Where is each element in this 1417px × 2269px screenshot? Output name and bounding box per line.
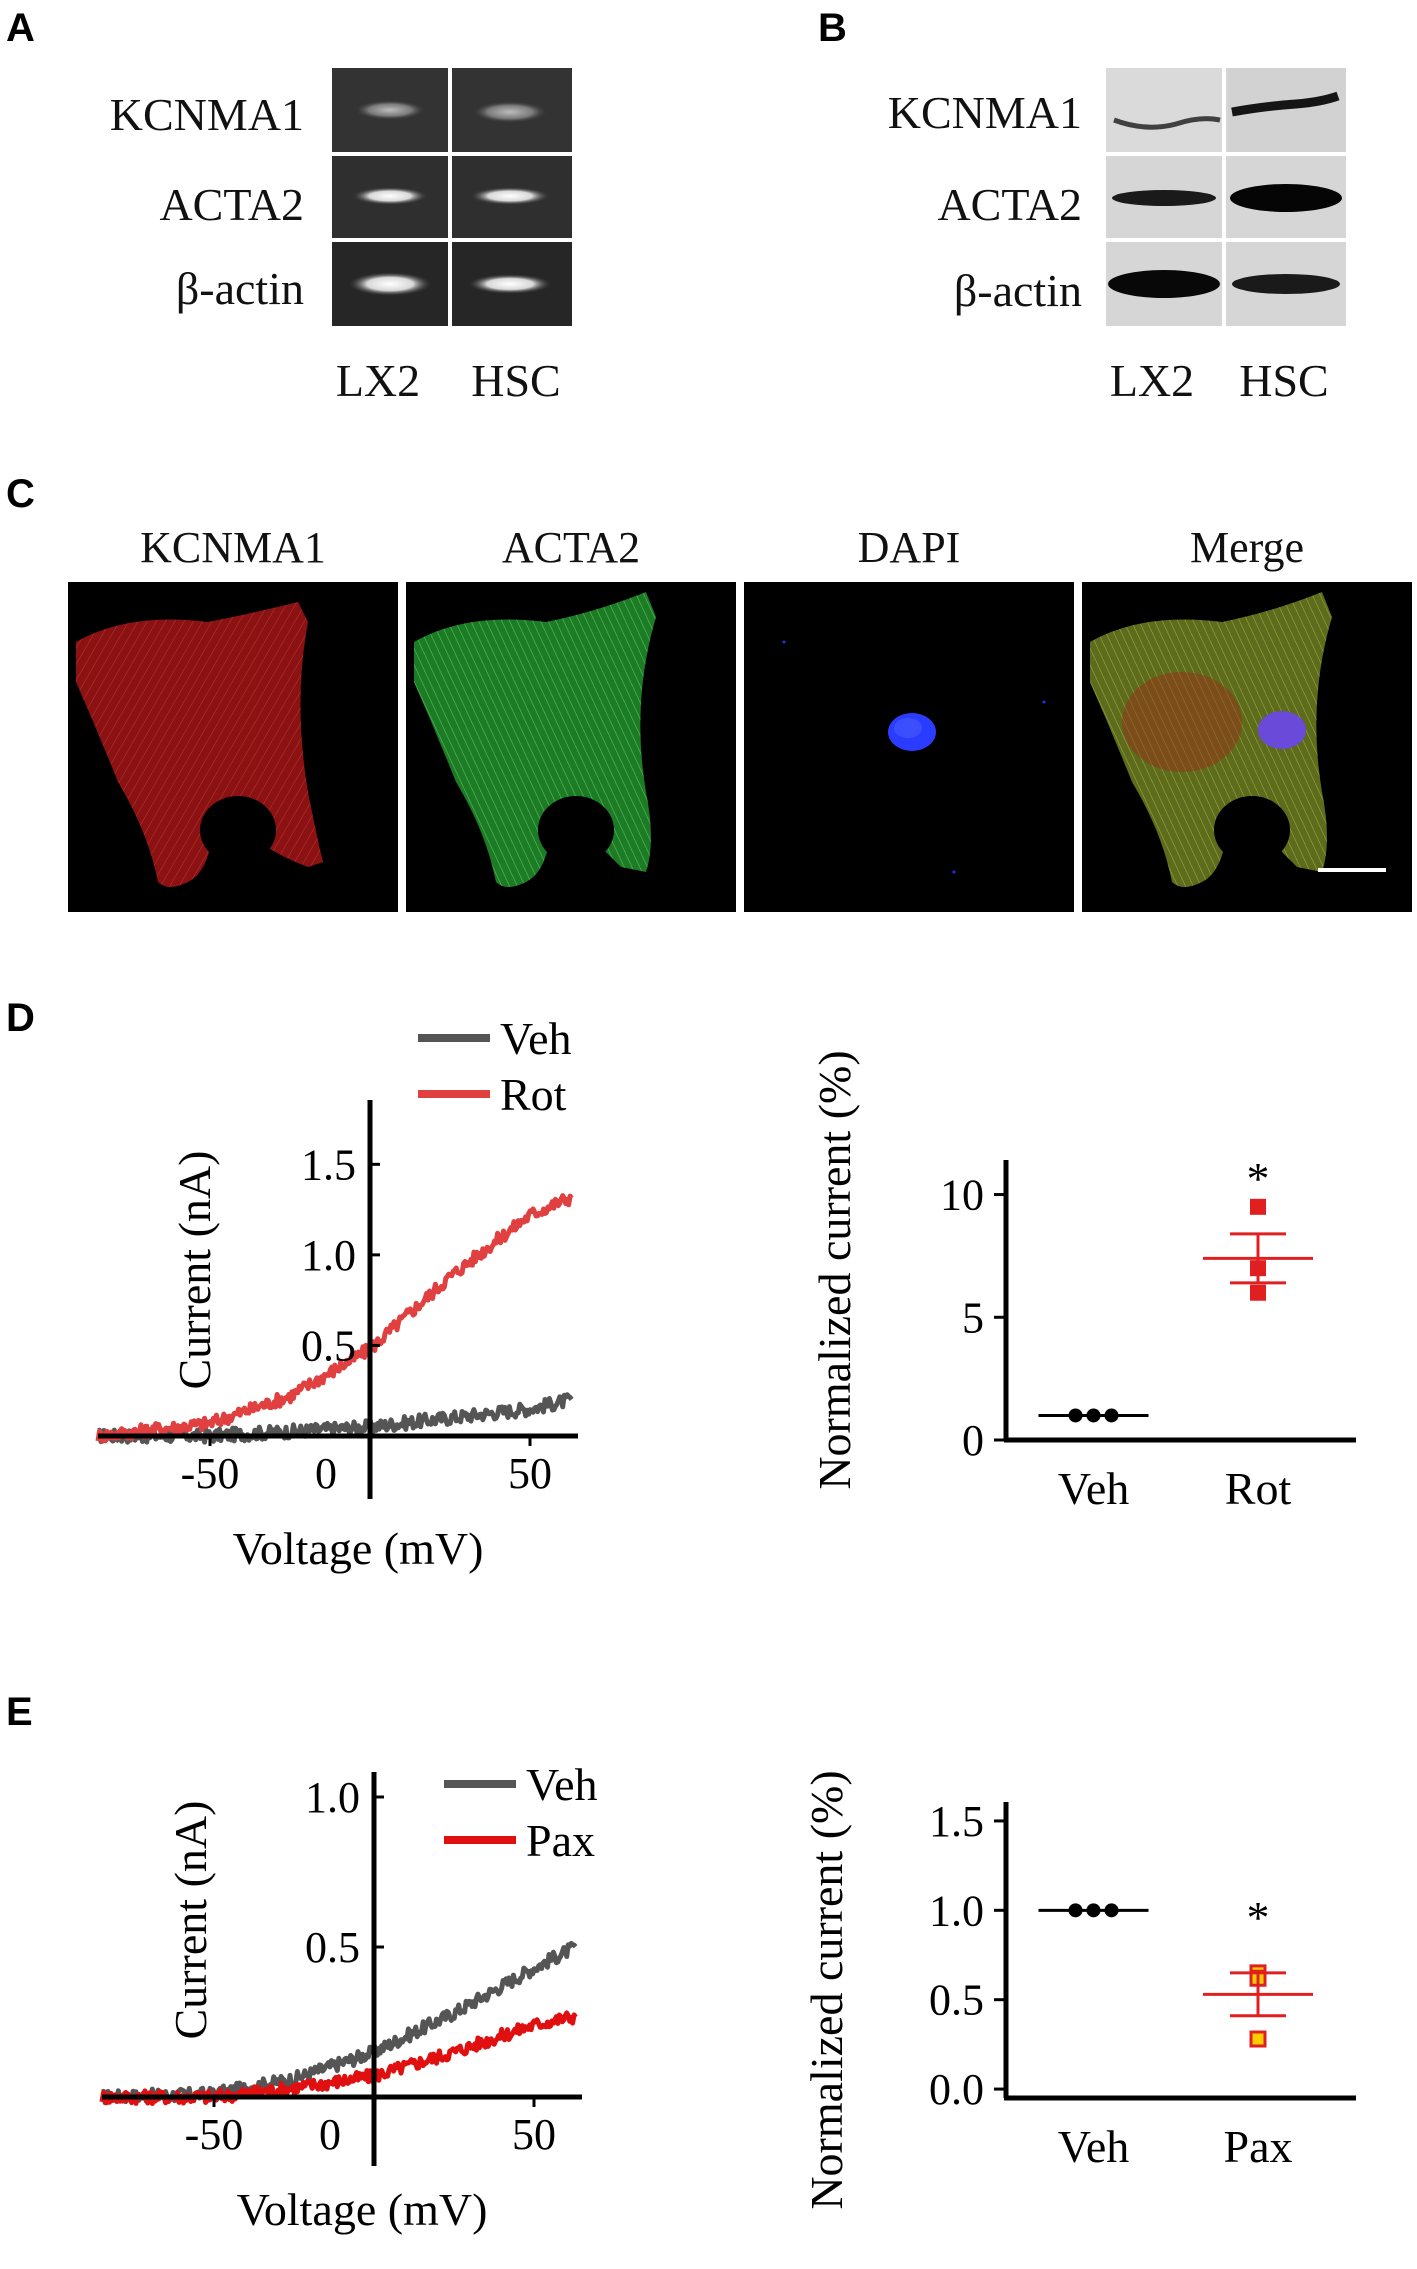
micrograph-kcnma1	[68, 582, 398, 912]
blot-b-row-label-beta-actin: β-actin	[953, 265, 1082, 316]
chart-d-iv-curve: -50 0 50 0.5 1.0 1.5 Voltage (mV) Current (nA) V…	[95, 1013, 578, 1574]
D-right-y-axis-label: Normalized current (%)	[809, 1050, 860, 1489]
D-right-point-rot	[1250, 1198, 1266, 1215]
E-left-x-axis-label: Voltage (mV)	[237, 2184, 488, 2235]
channel-title-merge: Merge	[1189, 523, 1305, 572]
D-left-y-axis-label: Current (nA)	[169, 1151, 220, 1390]
D-right-significance-marker: *	[1247, 1153, 1270, 1204]
blot-b-lane-label-lx2: LX2	[1109, 355, 1195, 406]
E-right-category-label-pax: Pax	[1224, 2121, 1293, 2172]
E-right-y-tick-label: 0.5	[929, 1976, 984, 2025]
panel-letter-a: A	[6, 6, 35, 50]
blot-b-row-label-kcnma1: KCNMA1	[887, 87, 1082, 138]
D-left-x-axis-label: Voltage (mV)	[233, 1523, 484, 1574]
micrograph-acta2	[406, 582, 736, 912]
blot-b-lane-label-hsc: HSC	[1239, 355, 1329, 406]
D-left-x-tick-label: 0	[315, 1449, 337, 1498]
D-right-category-label-veh: Veh	[1058, 1463, 1130, 1514]
E-right-significance-marker: *	[1247, 1892, 1270, 1943]
blot-b-row-label-acta2: ACTA2	[937, 179, 1082, 230]
chart-e-iv-curve: -50 0 50 0.5 1.0 Voltage (mV) Current (nA) VehP…	[99, 1759, 598, 2235]
E-left-legend-label-veh: Veh	[526, 1759, 598, 1810]
channel-title-acta2: ACTA2	[501, 523, 641, 572]
channel-title-dapi: DAPI	[857, 523, 961, 572]
E-left-trace-veh	[101, 1940, 578, 2106]
E-right-point-pax	[1249, 2030, 1267, 2048]
gel-a-lane-label-hsc: HSC	[471, 355, 561, 406]
D-right-y-tick-label: 5	[962, 1293, 984, 1342]
micrograph-merge	[1082, 582, 1412, 912]
E-left-y-axis-label: Current (nA)	[165, 1801, 216, 2040]
E-left-y-tick-label: 1.0	[305, 1773, 360, 1822]
gel-a-row-label-kcnma1: KCNMA1	[109, 89, 304, 140]
E-right-y-axis-label: Normalized current (%)	[801, 1770, 852, 2209]
panel-letter-d: D	[6, 996, 35, 1040]
chart-d-normalized-current: 0 5 10 Normalized current (%) Veh Rot *	[809, 1050, 1356, 1514]
D-left-x-tick-label: -50	[181, 1449, 240, 1498]
D-right-y-tick-label: 0	[962, 1416, 984, 1465]
D-left-x-tick-label: 50	[508, 1449, 552, 1498]
gel-a-row-label-acta2: ACTA2	[159, 179, 304, 230]
panel-letter-c: C	[6, 472, 35, 516]
channel-title-kcnma1: KCNMA1	[140, 523, 326, 572]
rtpcr-gel-image	[332, 68, 572, 326]
E-left-x-tick-label: -50	[185, 2110, 244, 2159]
E-right-y-tick-label: 1.5	[929, 1797, 984, 1846]
E-right-y-tick-label: 0.0	[929, 2065, 984, 2114]
D-right-point-rot	[1250, 1284, 1266, 1301]
gel-a-row-label-beta-actin: β-actin	[175, 263, 304, 314]
gel-a-lane-label-lx2: LX2	[335, 355, 421, 406]
D-left-legend-label-veh: Veh	[500, 1013, 572, 1064]
chart-e-normalized-current: 0.0 0.5 1.0 1.5 Normalized current (%) Veh Pax…	[801, 1770, 1356, 2210]
micrograph-dapi	[744, 582, 1074, 912]
D-left-y-tick-label: 1.0	[301, 1231, 356, 1280]
E-left-x-tick-label: 50	[512, 2110, 556, 2159]
D-left-legend-label-rot: Rot	[500, 1069, 567, 1120]
D-right-category-label-rot: Rot	[1225, 1463, 1292, 1514]
E-right-category-label-veh: Veh	[1058, 2121, 1130, 2172]
E-left-y-tick-label: 0.5	[305, 1923, 360, 1972]
D-right-y-tick-label: 10	[940, 1171, 984, 1220]
western-blot-image	[1106, 68, 1346, 326]
scale-bar	[1318, 868, 1386, 872]
E-right-y-tick-label: 1.0	[929, 1886, 984, 1935]
panel-letter-b: B	[818, 6, 847, 50]
D-left-trace-rot	[95, 1193, 574, 1444]
E-left-legend-label-pax: Pax	[526, 1815, 595, 1866]
D-left-y-tick-label: 1.5	[301, 1140, 356, 1189]
E-left-x-tick-label: 0	[319, 2110, 341, 2159]
D-left-y-tick-label: 0.5	[301, 1321, 356, 1370]
panel-letter-e: E	[6, 1690, 33, 1734]
